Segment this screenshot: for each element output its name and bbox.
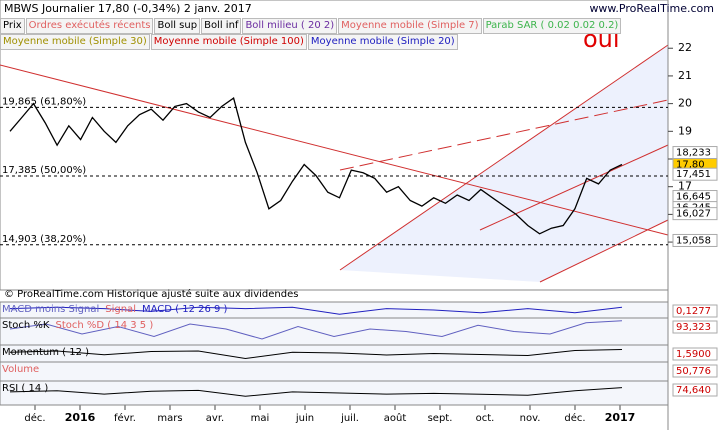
x-tick-label: mars xyxy=(157,413,182,424)
indicator-value: 50,776 xyxy=(676,366,711,377)
x-tick-label: sept. xyxy=(428,413,453,424)
price-marker xyxy=(672,233,718,247)
y-tick-label: 20 xyxy=(678,97,692,110)
indicator-line xyxy=(9,387,623,397)
legend-item: Boll inf xyxy=(201,18,242,34)
indicator-label: Momentum ( 12 ) xyxy=(2,347,89,358)
value-box xyxy=(672,320,718,334)
x-tick-label: juin xyxy=(295,413,314,424)
y-tick-label: 21 xyxy=(678,69,692,82)
price-label: 15,058 xyxy=(676,235,711,246)
trend-line xyxy=(0,64,669,236)
x-tick-label: déc. xyxy=(24,412,45,424)
y-tick-label: 17 xyxy=(678,180,692,193)
x-tick-label: mai xyxy=(251,413,270,424)
level-label: 17,385 (50,00%) xyxy=(2,165,86,176)
indicator-panel xyxy=(0,361,669,382)
indicator-label: Stoch %D ( 14 3 5 ) xyxy=(55,320,153,331)
price-label: 16,027 xyxy=(676,209,711,220)
channel xyxy=(340,45,668,282)
legend-item: Moyenne mobile (Simple 100) xyxy=(150,34,307,50)
indicator-label: Signal xyxy=(105,304,136,315)
trend-line xyxy=(539,219,669,283)
x-tick-label: 2017 xyxy=(605,411,636,424)
legend: Prix Ordres exécutés récents Boll sup Boll … xyxy=(0,18,622,34)
value-box xyxy=(672,304,718,318)
trend-line xyxy=(479,144,669,231)
price-marker xyxy=(672,167,718,181)
x-tick-label: déc. xyxy=(564,412,585,424)
value-box xyxy=(672,383,718,397)
footer: © ProRealTime.com Historique ajusté suit… xyxy=(4,288,298,300)
indicator-value: 93,323 xyxy=(676,322,711,333)
value-box xyxy=(672,347,718,361)
legend-item: Ordres exécutés récents xyxy=(25,18,154,34)
indicator-label: Stoch %K xyxy=(2,320,50,331)
value-box xyxy=(672,364,718,378)
indicator-label: RSI ( 14 ) xyxy=(2,383,48,394)
title: MBWS Journalier 17,80 (-0,34%) 2 janv. 2… xyxy=(4,2,252,15)
indicator-value: 1,5900 xyxy=(676,349,711,360)
x-tick-label: nov. xyxy=(520,413,541,424)
legend-item: Moyenne mobile (Simple 20) xyxy=(307,34,458,50)
trend-line xyxy=(339,44,669,271)
indicator-label: MACD ( 12 26 9 ) xyxy=(142,304,228,315)
level-label: 19,865 (61,80%) xyxy=(2,96,86,107)
indicator-panel xyxy=(0,344,669,363)
indicator-panel xyxy=(0,301,669,319)
indicator-line xyxy=(9,349,623,360)
price-label: 17,80 xyxy=(676,160,705,171)
indicator-label: Volume xyxy=(2,364,39,375)
x-tick-label: févr. xyxy=(114,412,136,424)
legend: Moyenne mobile (Simple 30) Moyenne mobile… xyxy=(0,34,459,50)
price-marker xyxy=(672,207,718,221)
indicator-line xyxy=(9,306,623,315)
legend-item: Boll milieu ( 20 2) xyxy=(242,18,338,34)
price-label: 18,233 xyxy=(676,148,711,159)
legend-item: Parab SAR ( 0.02 0.02 0.2) xyxy=(482,18,622,34)
price-line xyxy=(9,97,623,235)
indicator-label: MACD moins Signal xyxy=(2,304,99,315)
x-tick-label: juil. xyxy=(340,413,359,424)
x-tick-label: 2016 xyxy=(65,411,96,424)
x-tick-label: oct. xyxy=(476,413,495,424)
price-label: 17,451 xyxy=(676,169,711,180)
indicator-line xyxy=(9,320,623,340)
indicator-value: 74,640 xyxy=(676,385,711,396)
legend-item: Boll sup xyxy=(154,18,201,34)
trend-line xyxy=(339,99,669,171)
site: www.ProRealTime.com xyxy=(589,2,714,15)
legend-item: Moyenne mobile (Simple 7) xyxy=(338,18,482,34)
y-tick-label: 22 xyxy=(678,41,692,54)
price-label: 16,645 xyxy=(676,192,711,203)
x-tick-label: août xyxy=(384,412,407,424)
legend-item: Moyenne mobile (Simple 30) xyxy=(0,34,150,50)
y-tick-label: 19 xyxy=(678,124,692,137)
legend-item: Prix xyxy=(0,18,25,34)
x-tick-label: avr. xyxy=(206,413,224,424)
indicator-value: 0,1277 xyxy=(676,306,711,317)
level-label: 14,903 (38,20%) xyxy=(2,234,86,245)
